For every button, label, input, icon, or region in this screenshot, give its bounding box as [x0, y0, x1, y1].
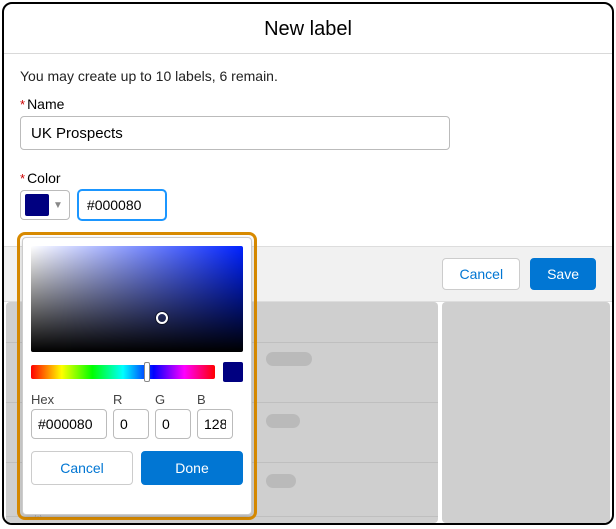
picker-b-input[interactable]: [197, 409, 233, 439]
background-placeholder: [266, 474, 296, 488]
color-hex-input[interactable]: [78, 190, 166, 220]
hue-thumb[interactable]: [144, 362, 150, 382]
chevron-down-icon: ▼: [53, 200, 63, 211]
hue-slider[interactable]: [31, 365, 215, 379]
b-label: B: [197, 392, 233, 407]
new-label-dialog: New label You may create up to 10 labels…: [2, 2, 614, 525]
picker-cancel-button[interactable]: Cancel: [31, 451, 133, 485]
g-label: G: [155, 392, 191, 407]
color-picker-popover: Hex R G B Cancel Done: [22, 237, 252, 515]
dialog-body: You may create up to 10 labels, 6 remain…: [4, 54, 612, 220]
r-label: R: [113, 392, 149, 407]
name-input[interactable]: [20, 116, 450, 150]
highlight-frame: Hex R G B Cancel Done: [17, 232, 257, 520]
picker-hex-input[interactable]: [31, 409, 107, 439]
save-button[interactable]: Save: [530, 258, 596, 290]
background-placeholder: [266, 414, 300, 428]
required-asterisk-icon: *: [20, 171, 25, 186]
dialog-title: New label: [4, 4, 612, 54]
current-color-swatch: [223, 362, 243, 382]
background-placeholder: [266, 352, 312, 366]
required-asterisk-icon: *: [20, 97, 25, 112]
color-label: *Color: [20, 170, 596, 186]
picker-done-button[interactable]: Done: [141, 451, 243, 485]
saturation-cursor[interactable]: [156, 312, 168, 324]
color-swatch-button[interactable]: ▼: [20, 190, 70, 220]
name-label: *Name: [20, 96, 596, 112]
color-swatch: [25, 194, 49, 216]
picker-g-input[interactable]: [155, 409, 191, 439]
picker-r-input[interactable]: [113, 409, 149, 439]
cancel-button[interactable]: Cancel: [442, 258, 520, 290]
saturation-area[interactable]: [31, 246, 243, 352]
hex-label: Hex: [31, 392, 107, 407]
background-panel-right: [442, 302, 610, 523]
color-label-text: Color: [27, 170, 60, 186]
limits-hint: You may create up to 10 labels, 6 remain…: [20, 68, 596, 84]
name-label-text: Name: [27, 96, 64, 112]
